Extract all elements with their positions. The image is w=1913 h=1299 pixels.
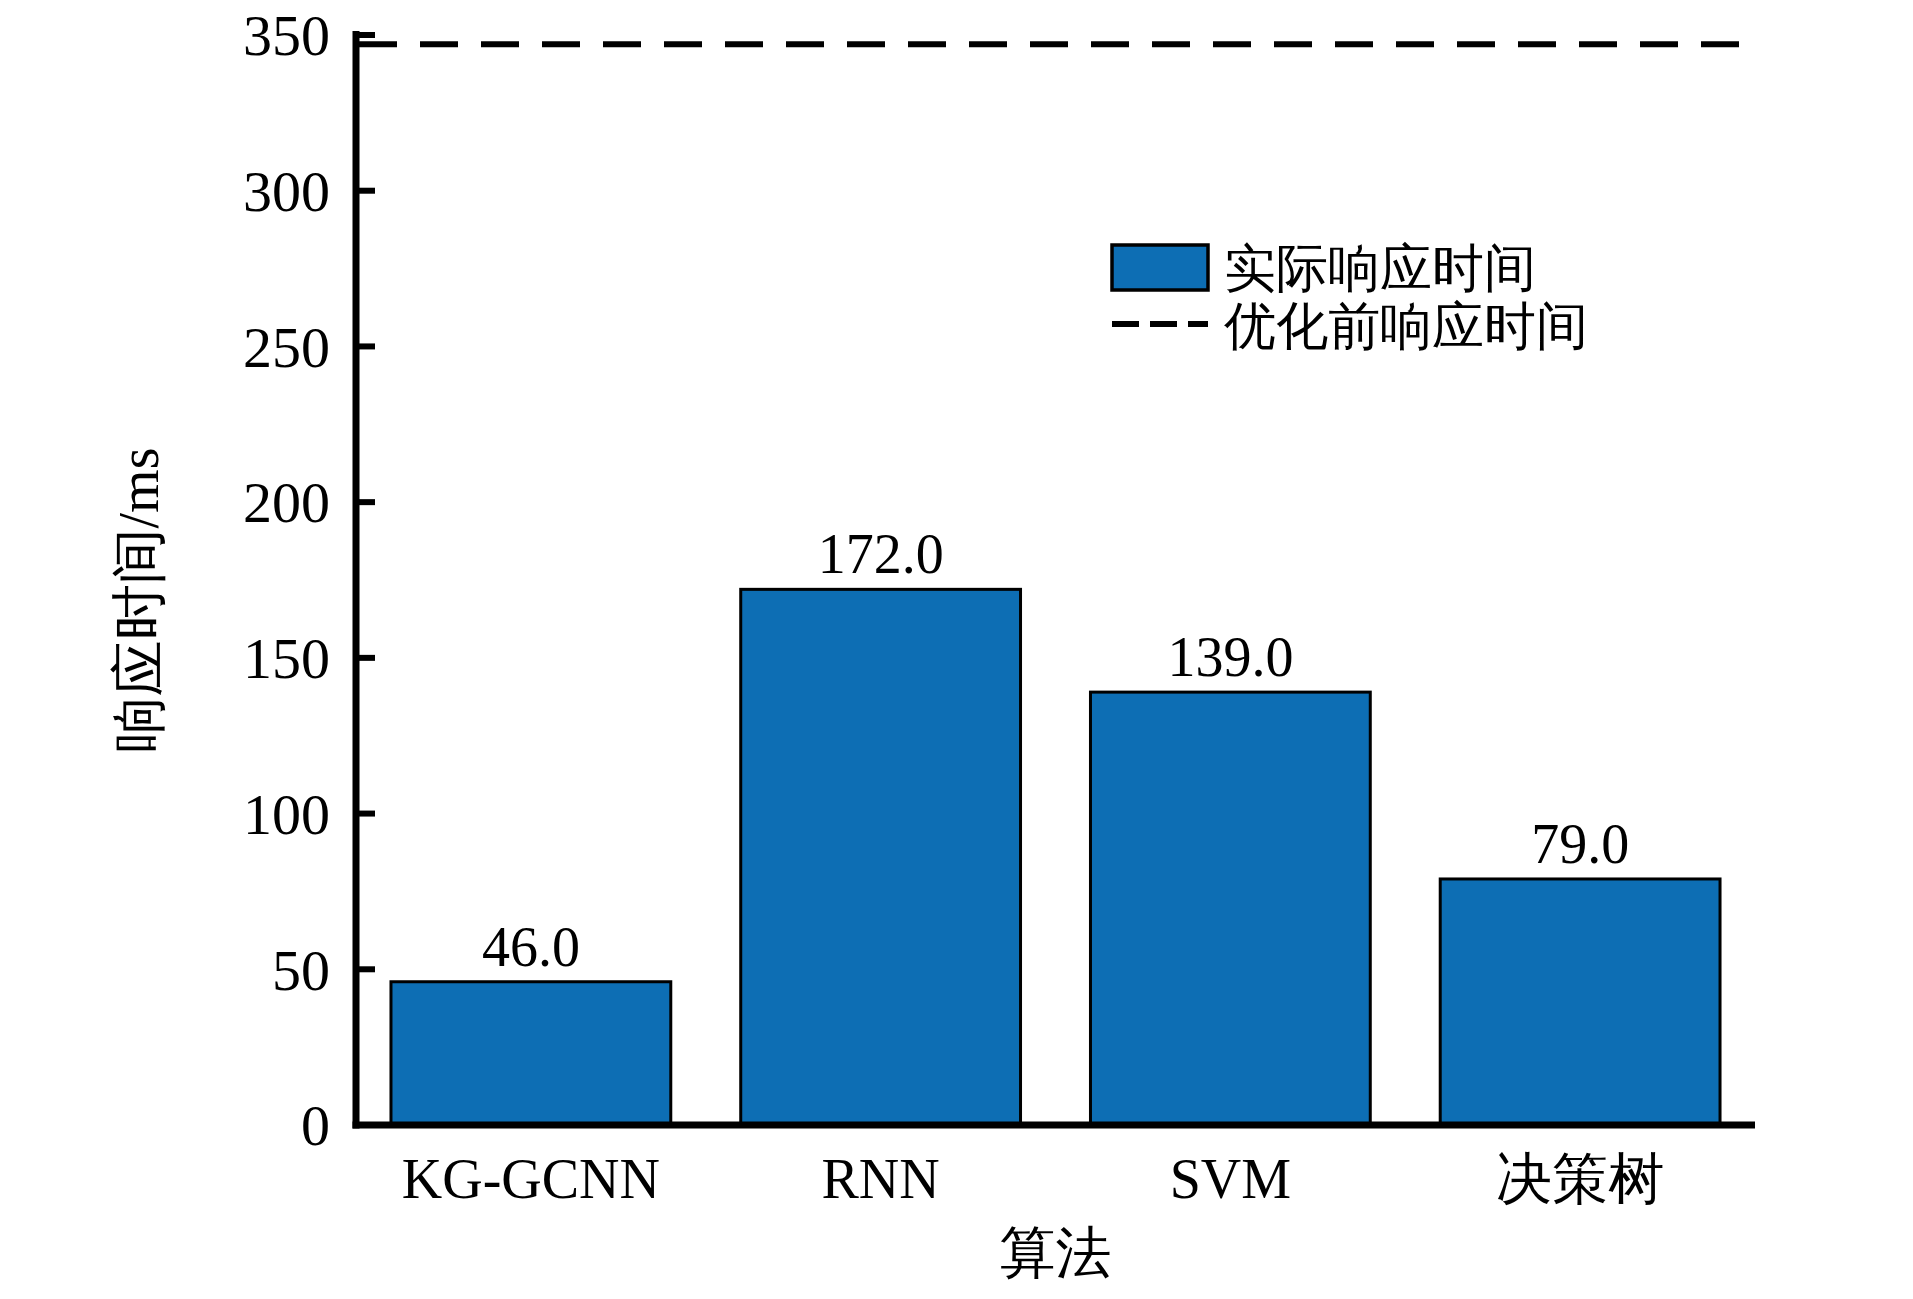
bar-value-label: 139.0 [1167, 626, 1293, 688]
x-tick-label: KG-GCNN [402, 1148, 660, 1210]
x-tick-label: 决策树 [1496, 1148, 1664, 1210]
bar-value-label: 172.0 [818, 523, 944, 585]
bar [391, 982, 671, 1125]
x-tick-label: RNN [822, 1148, 940, 1210]
bar [1440, 879, 1720, 1125]
bar [741, 589, 1021, 1125]
y-tick-label: 300 [243, 159, 330, 224]
legend-label: 优化前响应时间 [1224, 298, 1588, 355]
y-tick-label: 150 [243, 626, 330, 691]
y-tick-label: 50 [272, 938, 330, 1003]
y-tick-label: 200 [243, 470, 330, 535]
figure: 46.0 172.0 139.0 79.0 0 50 100 150 200 250 300 350 K… [0, 0, 1913, 1299]
y-axis-title: 响应时间/ms [108, 448, 170, 753]
legend-label: 实际响应时间 [1224, 240, 1536, 297]
y-tick-label: 0 [301, 1093, 330, 1158]
bar-value-label: 46.0 [482, 916, 580, 978]
y-tick-label: 100 [243, 782, 330, 847]
x-tick-label: SVM [1170, 1148, 1291, 1210]
x-axis-title: 算法 [1000, 1222, 1112, 1284]
bar [1090, 692, 1370, 1125]
bar-value-label: 79.0 [1531, 813, 1629, 875]
legend-bar-swatch [1112, 245, 1208, 290]
bar-chart: 46.0 172.0 139.0 79.0 0 50 100 150 200 250 300 350 K… [0, 0, 1913, 1299]
y-tick-label: 350 [243, 3, 330, 68]
y-tick-label: 250 [243, 315, 330, 380]
